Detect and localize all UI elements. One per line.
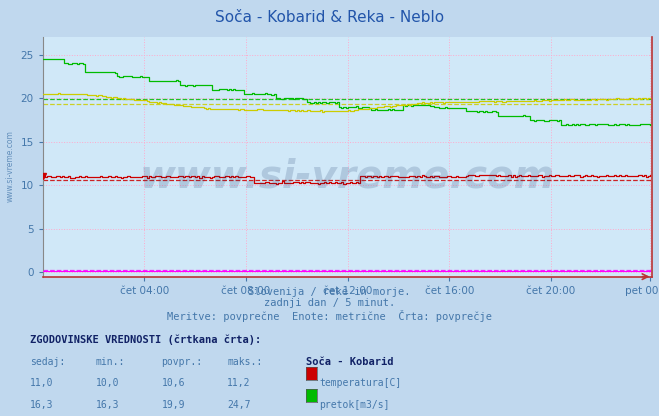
Text: 16,3: 16,3 [96,400,119,410]
Text: www.si-vreme.com: www.si-vreme.com [5,131,14,202]
Text: maks.:: maks.: [227,357,262,366]
Text: www.si-vreme.com: www.si-vreme.com [140,157,556,195]
Text: 19,9: 19,9 [161,400,185,410]
Text: 11,2: 11,2 [227,378,251,388]
Text: pretok[m3/s]: pretok[m3/s] [320,400,390,410]
Text: sedaj:: sedaj: [30,357,65,366]
Text: zadnji dan / 5 minut.: zadnji dan / 5 minut. [264,299,395,309]
Text: min.:: min.: [96,357,125,366]
Text: povpr.:: povpr.: [161,357,202,366]
Text: 24,7: 24,7 [227,400,251,410]
Text: ZGODOVINSKE VREDNOSTI (črtkana črta):: ZGODOVINSKE VREDNOSTI (črtkana črta): [30,335,261,345]
Text: temperatura[C]: temperatura[C] [320,378,402,388]
Text: Soča - Kobarid & Reka - Neblo: Soča - Kobarid & Reka - Neblo [215,10,444,25]
Text: Slovenija / reke in morje.: Slovenija / reke in morje. [248,287,411,297]
Text: Soča - Kobarid: Soča - Kobarid [306,357,394,366]
Text: 10,6: 10,6 [161,378,185,388]
Text: 10,0: 10,0 [96,378,119,388]
Text: 11,0: 11,0 [30,378,53,388]
Text: Meritve: povprečne  Enote: metrične  Črta: povprečje: Meritve: povprečne Enote: metrične Črta:… [167,310,492,322]
Text: 16,3: 16,3 [30,400,53,410]
